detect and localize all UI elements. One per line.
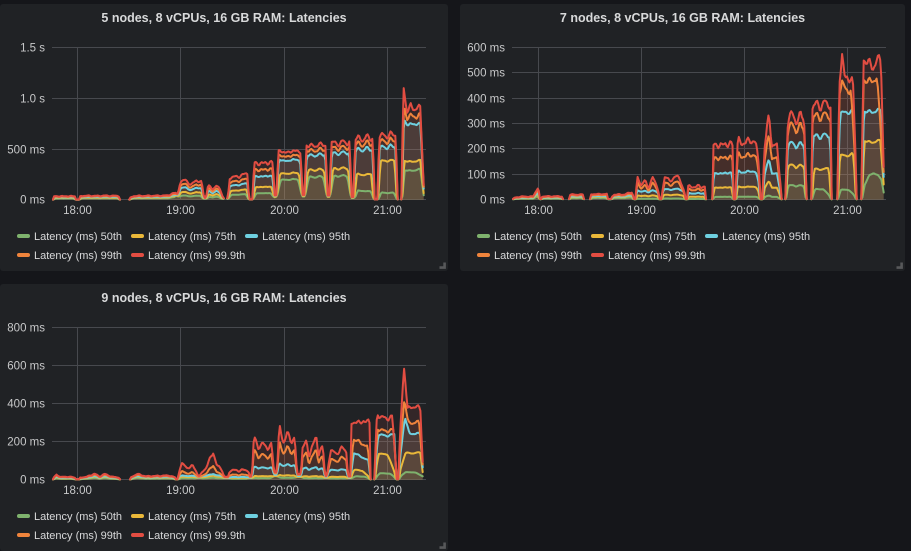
svg-text:500 ms: 500 ms — [7, 145, 45, 157]
svg-text:100 ms: 100 ms — [467, 170, 505, 182]
svg-text:19:00: 19:00 — [627, 205, 656, 217]
svg-text:20:00: 20:00 — [730, 205, 759, 217]
svg-text:19:00: 19:00 — [166, 205, 195, 217]
svg-text:18:00: 18:00 — [524, 205, 553, 217]
svg-text:21:00: 21:00 — [833, 205, 862, 217]
svg-text:600 ms: 600 ms — [7, 361, 45, 373]
svg-text:18:00: 18:00 — [63, 205, 92, 217]
svg-text:400 ms: 400 ms — [467, 94, 505, 106]
svg-text:18:00: 18:00 — [63, 485, 92, 497]
svg-text:19:00: 19:00 — [166, 485, 195, 497]
svg-text:300 ms: 300 ms — [467, 119, 505, 131]
svg-text:1.0 s: 1.0 s — [20, 94, 45, 106]
svg-text:20:00: 20:00 — [270, 205, 299, 217]
svg-text:1.5 s: 1.5 s — [20, 43, 45, 55]
svg-text:800 ms: 800 ms — [7, 323, 45, 335]
svg-text:200 ms: 200 ms — [467, 144, 505, 156]
svg-text:21:00: 21:00 — [373, 485, 402, 497]
svg-text:0 ms: 0 ms — [20, 195, 45, 207]
svg-text:200 ms: 200 ms — [7, 437, 45, 449]
svg-text:400 ms: 400 ms — [7, 399, 45, 411]
svg-text:21:00: 21:00 — [373, 205, 402, 217]
svg-text:0 ms: 0 ms — [480, 195, 505, 207]
svg-text:20:00: 20:00 — [270, 485, 299, 497]
svg-text:0 ms: 0 ms — [20, 475, 45, 487]
svg-text:500 ms: 500 ms — [467, 68, 505, 80]
svg-text:600 ms: 600 ms — [467, 43, 505, 55]
